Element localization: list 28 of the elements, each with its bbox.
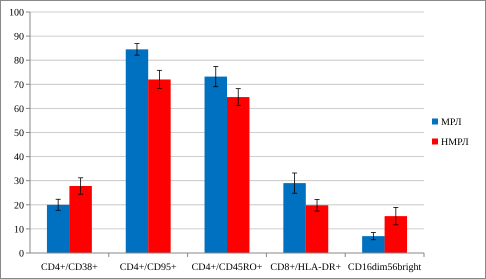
- bar: [126, 49, 148, 253]
- x-tick-label: CD16dim56bright: [348, 262, 422, 273]
- y-tick-label: 0: [19, 248, 24, 260]
- bar: [204, 76, 227, 253]
- x-tick-label: CD4+/CD45RO+: [192, 262, 263, 273]
- y-tick-label: 60: [14, 104, 24, 115]
- y-tick-label: 10: [14, 224, 24, 236]
- x-tick-label: CD4+/CD95+: [120, 262, 177, 273]
- bar: [384, 216, 408, 253]
- x-tick-label: CD8+/HLA-DR+: [270, 262, 342, 273]
- y-tick-label: 20: [14, 200, 24, 212]
- bar: [306, 205, 328, 253]
- y-tick-label: 90: [14, 32, 24, 43]
- bar: [283, 183, 306, 253]
- y-tick-label: 30: [14, 176, 24, 188]
- legend-label: НМРЛ: [441, 137, 469, 148]
- bar: [362, 236, 385, 253]
- bar: [69, 186, 92, 253]
- y-tick-label: 50: [14, 128, 24, 139]
- bar: [227, 97, 250, 253]
- bar: [46, 204, 70, 253]
- legend-label: МРЛ: [441, 117, 462, 128]
- bar: [148, 79, 171, 253]
- y-tick-label: 40: [14, 152, 24, 164]
- y-tick-label: 80: [14, 56, 24, 67]
- x-tick-label: CD4+/CD38+: [40, 262, 98, 273]
- y-tick-label: 100: [9, 8, 24, 18]
- y-tick-label: 70: [14, 80, 24, 91]
